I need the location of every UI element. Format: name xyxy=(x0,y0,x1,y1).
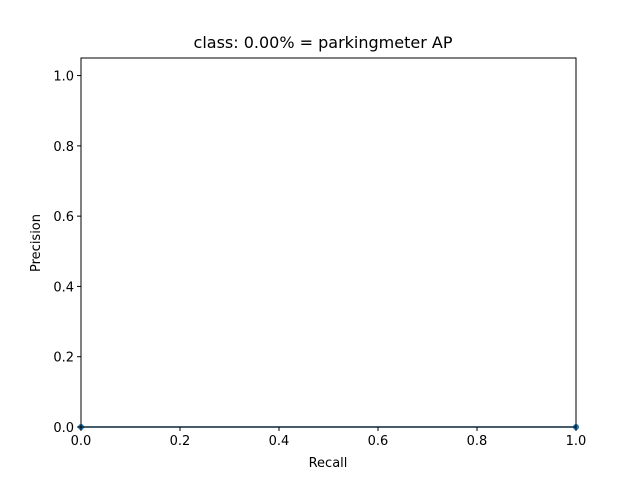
y-tick-label: 0.2 xyxy=(53,351,74,366)
chart-title: class: 0.00% = parkingmeter AP xyxy=(194,33,453,52)
y-tick-label: 0.6 xyxy=(53,210,74,225)
y-tick-label: 1.0 xyxy=(53,70,74,85)
x-tick-label: 0.8 xyxy=(467,434,488,449)
y-axis-label: Precision xyxy=(29,214,44,272)
x-axis-ticks: 0.0 0.2 0.4 0.6 0.8 1.0 xyxy=(71,427,587,449)
plot-frame xyxy=(80,57,577,428)
plot-background xyxy=(81,58,576,427)
x-tick-label: 0.2 xyxy=(170,434,191,449)
plot-area xyxy=(78,57,579,430)
x-axis-label: Recall xyxy=(309,456,348,471)
y-tick-label: 0.4 xyxy=(53,280,74,295)
x-tick-label: 1.0 xyxy=(566,434,587,449)
x-tick-label: 0.0 xyxy=(71,434,92,449)
y-axis-ticks: 0.0 0.2 0.4 0.6 0.8 1.0 xyxy=(53,70,81,436)
x-tick-label: 0.6 xyxy=(368,434,389,449)
y-tick-label: 0.0 xyxy=(53,421,74,436)
y-tick-label: 0.8 xyxy=(53,140,74,155)
x-tick-label: 0.4 xyxy=(269,434,290,449)
